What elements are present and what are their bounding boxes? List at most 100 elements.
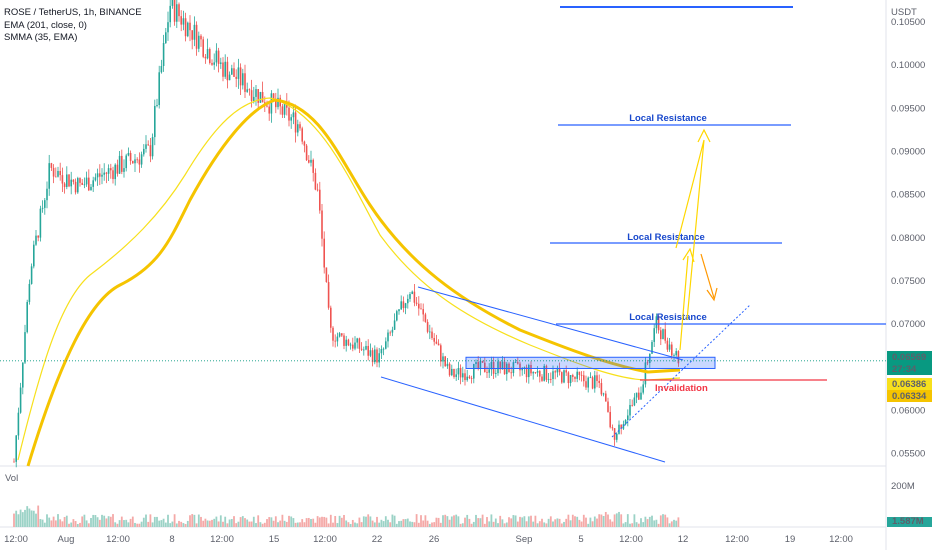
- candle-body: [96, 173, 99, 178]
- candle-body: [497, 361, 499, 374]
- candle-body: [283, 103, 286, 115]
- candle-body: [171, 0, 174, 6]
- candle-body: [22, 362, 24, 388]
- candle-body: [490, 361, 493, 370]
- candle-body: [85, 177, 88, 185]
- volume-bar: [13, 513, 15, 527]
- volume-bar: [266, 519, 268, 527]
- volume-bar: [486, 517, 488, 527]
- candle-body: [127, 152, 130, 156]
- volume-bar: [659, 515, 662, 527]
- volume-bar: [448, 519, 451, 527]
- volume-bar: [230, 519, 233, 527]
- candle-body: [499, 361, 501, 370]
- volume-bar: [277, 522, 279, 527]
- volume-bar: [252, 516, 255, 527]
- candle-body: [446, 363, 449, 367]
- candle-body: [242, 73, 244, 86]
- candle-body: [316, 189, 319, 191]
- volume-bar: [186, 520, 189, 527]
- candle-body: [668, 344, 671, 350]
- candle-body: [629, 404, 631, 416]
- volume-bar: [351, 519, 354, 527]
- candle-body: [44, 200, 46, 208]
- volume-bar: [303, 522, 306, 527]
- volume-bar: [556, 518, 559, 527]
- candle-body: [63, 183, 66, 187]
- candle-body: [41, 207, 44, 209]
- volume-bar: [472, 521, 475, 527]
- candle-body: [354, 342, 356, 349]
- volume-bar: [340, 517, 343, 527]
- candle-body: [310, 159, 312, 163]
- candle-body: [24, 332, 26, 363]
- volume-bar: [380, 519, 383, 527]
- candle-body: [182, 18, 185, 25]
- volume-bar: [662, 514, 664, 527]
- ema-value-badge-text: 0.06386: [892, 379, 926, 390]
- candle-body: [266, 105, 268, 107]
- volume-bar: [532, 521, 535, 527]
- candle-body: [176, 4, 178, 22]
- volume-bar: [512, 515, 515, 527]
- candle-body: [286, 103, 288, 108]
- candle-body: [217, 50, 220, 64]
- volume-bar: [631, 523, 634, 527]
- volume-bar: [664, 514, 667, 527]
- volume-bar: [560, 523, 563, 527]
- candle-body: [112, 170, 114, 180]
- volume-bar: [204, 518, 207, 527]
- candle-body: [292, 112, 295, 118]
- volume-bar: [63, 517, 66, 527]
- volume-bar: [626, 514, 629, 527]
- volume-bar: [596, 518, 598, 527]
- volume-bar: [125, 519, 128, 527]
- candle-body: [374, 349, 376, 363]
- candle-body: [215, 50, 218, 63]
- candle-body: [675, 351, 677, 356]
- volume-bar: [593, 516, 596, 527]
- candle-body: [116, 164, 119, 174]
- volume-bar: [281, 514, 284, 527]
- volume-bar: [479, 518, 482, 527]
- candle-body: [380, 349, 383, 354]
- candle-body: [277, 97, 279, 108]
- volume-bar: [182, 523, 185, 527]
- volume-bar: [261, 523, 264, 527]
- candle-body: [457, 367, 460, 375]
- volume-bar: [635, 522, 638, 527]
- candle-body: [407, 298, 409, 304]
- candle-body: [136, 159, 138, 161]
- candle-body: [275, 100, 277, 108]
- candle-body: [26, 301, 28, 333]
- candle-body: [651, 341, 653, 354]
- candle-body: [585, 381, 587, 388]
- candle-body: [536, 371, 539, 373]
- volume-bar: [59, 519, 62, 527]
- candle-body: [424, 314, 427, 322]
- volume-bar: [481, 514, 484, 527]
- candle-body: [539, 371, 541, 377]
- volume-bar: [413, 522, 416, 527]
- volume-bar: [24, 509, 26, 527]
- volume-bar: [543, 522, 546, 527]
- volume-bar: [675, 520, 678, 527]
- volume-bar: [602, 516, 605, 527]
- time-tick-label: 22: [372, 534, 383, 545]
- candle-body: [492, 361, 495, 374]
- volume-bar: [35, 513, 37, 527]
- candle-body: [402, 301, 405, 309]
- chart-legend: ROSE / TetherUS, 1h, BINANCE EMA (201, c…: [4, 7, 142, 45]
- candle-body: [169, 5, 171, 23]
- volume-bar: [314, 522, 317, 527]
- candle-body: [521, 368, 523, 371]
- volume-bar: [237, 521, 240, 527]
- volume-bar: [70, 522, 73, 527]
- volume-bar: [28, 508, 31, 527]
- candle-body: [429, 331, 431, 333]
- candle-body: [33, 244, 35, 267]
- volume-bar: [151, 522, 154, 527]
- volume-bar: [217, 521, 220, 527]
- volume-bar: [145, 514, 147, 527]
